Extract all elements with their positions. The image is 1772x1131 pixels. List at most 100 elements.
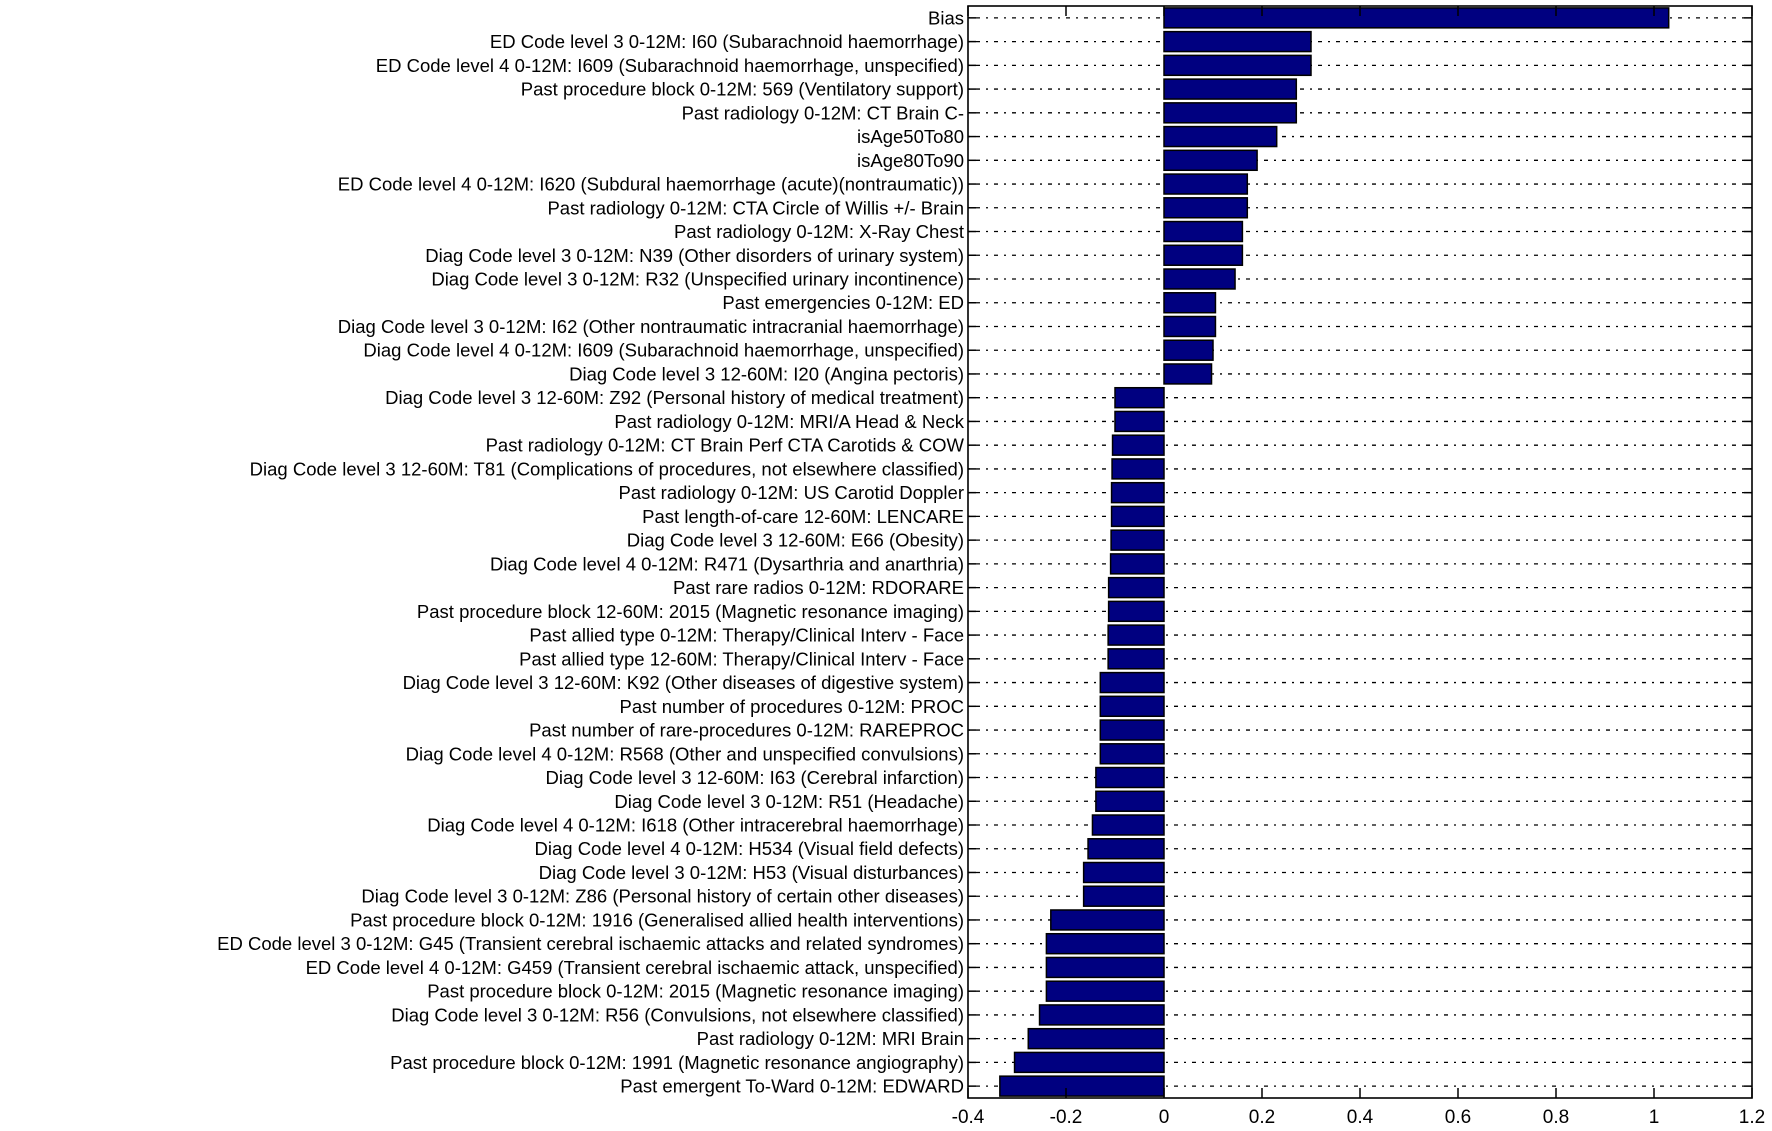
y-tick-label: Diag Code level 4 0-12M: H534 (Visual fi… — [535, 838, 965, 859]
y-tick-label: Past radiology 0-12M: CT Brain C- — [682, 102, 964, 123]
bar — [1163, 268, 1236, 290]
y-tick-label: Diag Code level 3 12-60M: K92 (Other dis… — [403, 672, 964, 693]
y-tick-label: ED Code level 4 0-12M: G459 (Transient c… — [306, 957, 964, 978]
bars — [999, 7, 1670, 1097]
bar — [1163, 54, 1312, 77]
bar — [1082, 885, 1165, 907]
y-tick-label: Past number of procedures 0-12M: PROC — [620, 696, 964, 717]
bar — [1163, 125, 1278, 148]
bar — [1107, 648, 1165, 670]
y-tick-label: Past rare radios 0-12M: RDORARE — [673, 577, 964, 598]
y-tick-label: Past radiology 0-12M: CTA Circle of Will… — [547, 197, 964, 218]
y-tick-label: Past length-of-care 12-60M: LENCARE — [642, 506, 964, 527]
y-tick-label: Diag Code level 3 0-12M: Z86 (Personal h… — [361, 886, 964, 907]
y-tick-label: Diag Code level 3 0-12M: N39 (Other diso… — [425, 245, 964, 266]
bar — [1109, 553, 1165, 575]
bar — [1114, 386, 1165, 409]
bar — [1163, 339, 1214, 361]
y-tick-label: ED Code level 3 0-12M: G45 (Transient ce… — [217, 933, 964, 954]
bar — [1163, 78, 1298, 100]
bar — [1107, 600, 1165, 623]
y-tick-label: Diag Code level 3 12-60M: T81 (Complicat… — [250, 458, 964, 479]
bar — [1045, 932, 1165, 955]
y-tick-label: Diag Code level 3 12-60M: Z92 (Personal … — [385, 387, 964, 408]
bar — [1045, 956, 1165, 979]
bar — [1099, 743, 1165, 765]
bar — [1045, 980, 1165, 1002]
bar — [1107, 576, 1165, 599]
bar — [1163, 30, 1312, 53]
bar — [1087, 838, 1165, 860]
y-tick-label: Past radiology 0-12M: MRI Brain — [697, 1028, 964, 1049]
y-tick-label: Diag Code level 4 0-12M: I609 (Subarachn… — [363, 340, 964, 361]
y-tick-label: Diag Code level 3 12-60M: E66 (Obesity) — [627, 530, 964, 551]
x-tick-label: 1 — [1649, 1107, 1660, 1128]
bar — [1110, 529, 1165, 551]
bar — [1163, 149, 1258, 172]
bar — [1163, 197, 1249, 219]
y-tick-label: Past procedure block 12-60M: 2015 (Magne… — [417, 601, 964, 622]
bar — [1163, 7, 1670, 29]
bar — [999, 1075, 1165, 1097]
y-tick-label: Diag Code level 4 0-12M: R471 (Dysarthri… — [490, 553, 964, 574]
bar — [1099, 719, 1165, 741]
bar — [1111, 458, 1165, 480]
x-tick-label: 0.6 — [1445, 1107, 1471, 1128]
bar — [1095, 790, 1165, 812]
x-tick-label: 1.2 — [1739, 1107, 1765, 1128]
bar — [1082, 861, 1165, 884]
y-tick-label: Diag Code level 3 0-12M: I62 (Other nont… — [338, 316, 964, 337]
x-tick-label: 0.4 — [1347, 1107, 1374, 1128]
bar — [1110, 505, 1165, 528]
y-tick-label: Diag Code level 3 0-12M: H53 (Visual dis… — [539, 862, 964, 883]
y-tick-label: Diag Code level 4 0-12M: I618 (Other int… — [427, 815, 964, 836]
y-tick-label: isAge50To80 — [857, 126, 964, 147]
bar — [1163, 244, 1244, 266]
x-tick-label: 0.8 — [1543, 1107, 1569, 1128]
y-tick-marks — [968, 17, 1752, 1087]
bar — [1163, 292, 1217, 314]
y-tick-labels: Bias ED Code level 3 0-12M: I60 (Subarach… — [217, 7, 965, 1096]
y-tick-label: Past radiology 0-12M: CT Brain Perf CTA … — [486, 435, 965, 456]
bar — [1163, 102, 1298, 124]
y-tick-label: Past emergencies 0-12M: ED — [722, 292, 964, 313]
bar — [1095, 766, 1165, 789]
bar — [1099, 671, 1165, 694]
bar — [1114, 410, 1165, 433]
bar — [1110, 481, 1165, 504]
y-tick-label: Past emergent To-Ward 0-12M: EDWARD — [620, 1076, 964, 1097]
y-tick-label: Past allied type 12-60M: Therapy/Clinica… — [519, 648, 964, 669]
bar — [1107, 624, 1165, 646]
y-tick-label: Past procedure block 0-12M: 1991 (Magnet… — [390, 1052, 964, 1073]
y-tick-label: Past radiology 0-12M: MRI/A Head & Neck — [614, 411, 964, 432]
bar — [1091, 814, 1165, 836]
bar — [1013, 1051, 1165, 1074]
bar — [1111, 434, 1165, 456]
y-tick-label: Past radiology 0-12M: X-Ray Chest — [674, 221, 964, 242]
y-tick-label: Bias — [928, 7, 964, 28]
y-tick-label: Diag Code level 3 0-12M: R51 (Headache) — [614, 791, 964, 812]
y-tick-label: Past allied type 0-12M: Therapy/Clinical… — [529, 625, 964, 646]
bar — [1038, 1004, 1165, 1026]
y-tick-label: ED Code level 4 0-12M: I609 (Subarachnoi… — [376, 55, 964, 76]
x-tick-label: 0 — [1159, 1107, 1170, 1128]
x-tick-label: -0.4 — [952, 1107, 985, 1128]
y-tick-label: ED Code level 4 0-12M: I620 (Subdural ha… — [338, 174, 964, 195]
bar — [1163, 363, 1213, 385]
x-tick-label: 0.2 — [1249, 1107, 1275, 1128]
y-tick-label: Past procedure block 0-12M: 1916 (Genera… — [350, 909, 964, 930]
bar — [1050, 909, 1165, 931]
x-tick-label: -0.2 — [1050, 1107, 1083, 1128]
y-tick-label: Diag Code level 3 0-12M: R32 (Unspecifie… — [431, 269, 964, 290]
y-tick-label: Diag Code level 3 12-60M: I63 (Cerebral … — [545, 767, 964, 788]
bar — [1163, 220, 1244, 243]
x-axis: -0.4 -0.2 0 0.2 0.4 0.6 0.8 1 1.2 — [952, 6, 1765, 1128]
bar — [1163, 315, 1217, 338]
bar — [1027, 1027, 1165, 1050]
y-tick-label: ED Code level 3 0-12M: I60 (Subarachnoid… — [490, 31, 964, 52]
y-tick-label: Past number of rare-procedures 0-12M: RA… — [529, 720, 964, 741]
bar — [1099, 695, 1165, 718]
y-tick-label: Past radiology 0-12M: US Carotid Doppler — [619, 482, 965, 503]
bar — [1163, 173, 1249, 195]
